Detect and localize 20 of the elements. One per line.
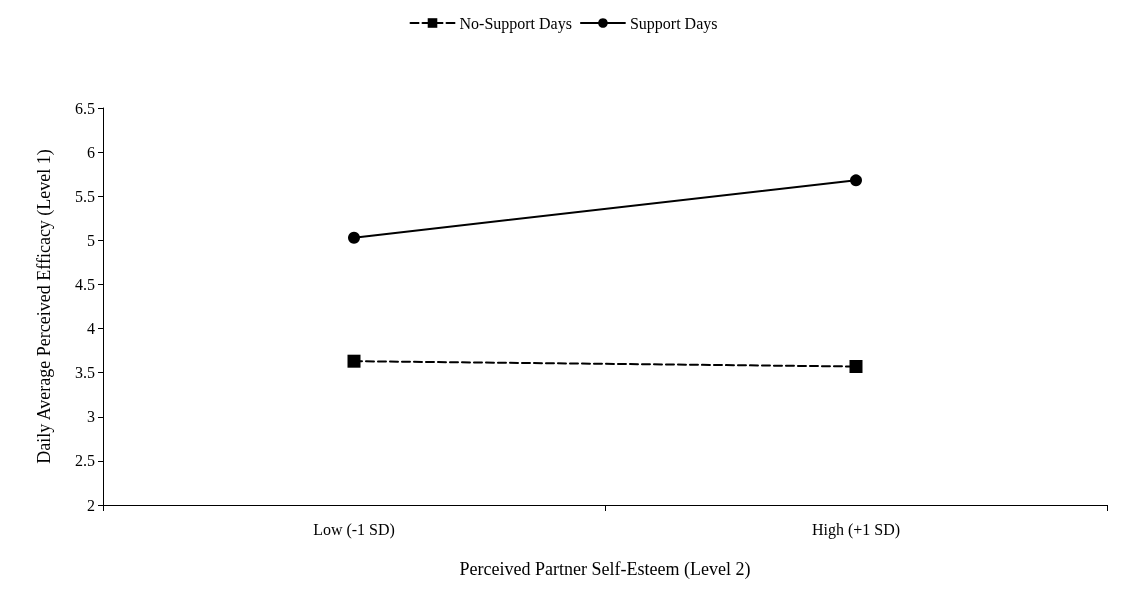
x-axis-title: Perceived Partner Self-Esteem (Level 2) [459,559,751,580]
point [348,231,360,244]
point [850,174,862,187]
y-tick-label: 4.5 [75,275,95,293]
y-tick-label: 3 [87,408,95,426]
x-tick-label: Low (-1 SD) [313,520,395,539]
y-tick-label: 5 [87,231,95,249]
y-tick-label: 2.5 [75,452,95,470]
legend-label: Support Days [629,14,718,33]
legend-label: No-Support Days [459,14,572,33]
y-tick-label: 5.5 [75,187,95,205]
x-tick-label: High (+1 SD) [811,520,901,539]
y-tick-label: 6 [87,143,95,161]
point [849,359,863,373]
y-tick-label: 3.5 [75,364,95,382]
y-tick-label: 6.5 [75,99,95,117]
point [347,354,361,368]
y-tick-label: 2 [87,496,95,514]
y-axis-title: Daily Average Perceived Efficacy (Level 1) [34,149,55,464]
y-tick-label: 4 [87,320,95,338]
